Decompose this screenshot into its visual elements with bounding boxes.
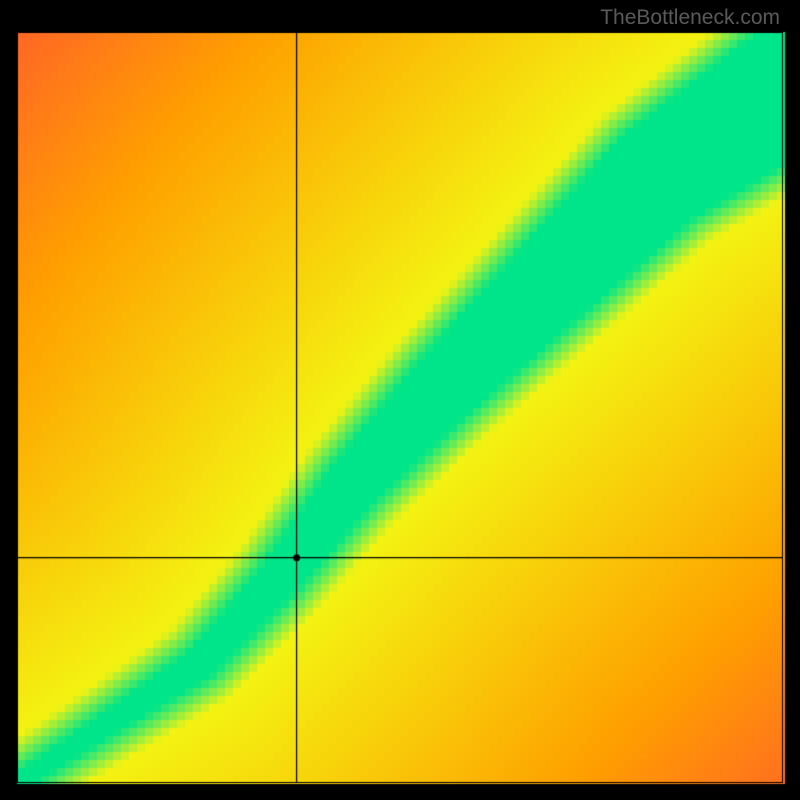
bottleneck-heatmap <box>0 0 800 800</box>
watermark-text: TheBottleneck.com <box>600 6 780 30</box>
